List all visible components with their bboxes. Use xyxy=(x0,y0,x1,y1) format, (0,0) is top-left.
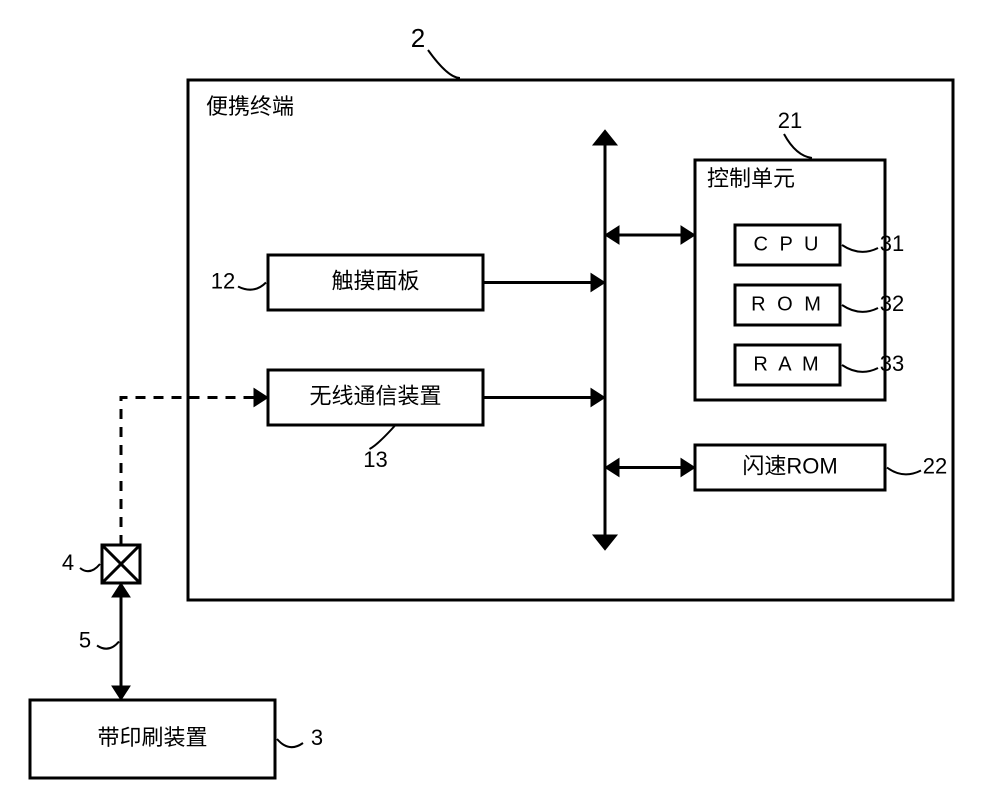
wireless-leader xyxy=(370,425,396,449)
bus-arrow-down xyxy=(593,535,617,550)
bus-arrow-up xyxy=(593,130,617,145)
flash-leader xyxy=(887,468,921,475)
outer-enclosure xyxy=(188,80,953,600)
outer-ref: 2 xyxy=(411,23,425,53)
link5-leader xyxy=(97,642,119,649)
flash-bus-arrow-r xyxy=(681,459,695,477)
ram-leader xyxy=(842,365,878,372)
flash-bus-arrow-l xyxy=(605,459,619,477)
antenna-leader xyxy=(80,564,100,571)
control-bus-arrow-l xyxy=(605,226,619,244)
wireless-ref: 13 xyxy=(363,447,387,472)
control-label: 控制单元 xyxy=(707,166,795,191)
antenna-ref: 4 xyxy=(62,550,74,575)
control-leader xyxy=(784,134,812,158)
flash-label: 闪速ROM xyxy=(742,453,837,478)
ram-label: R A M xyxy=(753,353,821,375)
rom-ref: 32 xyxy=(880,291,904,316)
link5-ref: 5 xyxy=(79,627,91,652)
cpu-ref: 31 xyxy=(880,231,904,256)
printer-label: 带印刷装置 xyxy=(97,725,207,750)
antenna-wireless-arrow xyxy=(254,389,268,407)
link5-arrow-up xyxy=(112,583,130,597)
touch-bus-arrow xyxy=(591,274,605,292)
control-bus-arrow-r xyxy=(681,226,695,244)
ram-ref: 33 xyxy=(880,351,904,376)
outer-title: 便携终端 xyxy=(206,94,294,119)
touch-leader xyxy=(238,283,266,290)
wireless-bus-arrow xyxy=(591,389,605,407)
flash-ref: 22 xyxy=(923,453,947,478)
printer-leader xyxy=(277,739,303,747)
printer-ref: 3 xyxy=(311,725,323,750)
touch-label: 触摸面板 xyxy=(331,268,419,293)
rom-label: R O M xyxy=(751,293,824,315)
cpu-label: C P U xyxy=(754,233,822,255)
touch-ref: 12 xyxy=(211,268,235,293)
link5-arrow-down xyxy=(112,686,130,700)
wireless-label: 无线通信装置 xyxy=(309,383,441,408)
outer-leader xyxy=(428,50,460,78)
cpu-leader xyxy=(842,245,878,252)
control-ref: 21 xyxy=(778,108,802,133)
rom-leader xyxy=(842,305,878,312)
